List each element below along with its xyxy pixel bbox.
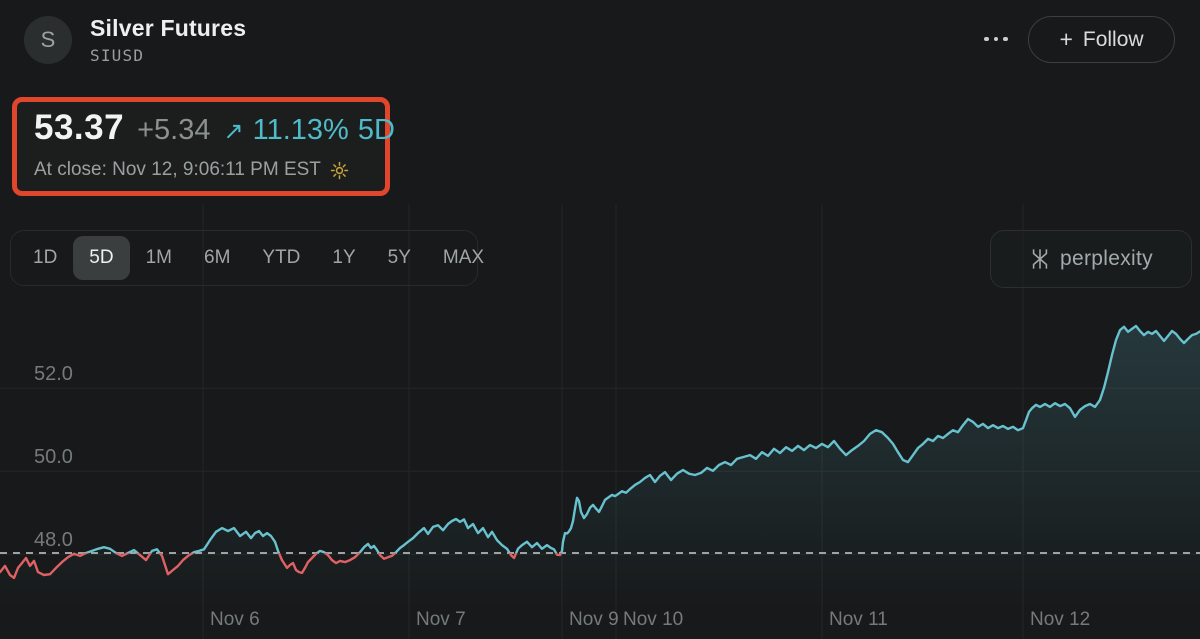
percent-change-group: ↗ 11.13% 5D <box>223 114 394 147</box>
y-axis-tick-label: 48.0 <box>34 529 73 551</box>
x-axis-tick-label: Nov 12 <box>1030 609 1090 630</box>
last-price: 53.37 <box>34 108 125 147</box>
range-tab-max[interactable]: MAX <box>442 247 485 268</box>
x-axis-tick-label: Nov 9 <box>569 609 619 630</box>
page-title: Silver Futures <box>90 15 247 41</box>
follow-label: Follow <box>1082 27 1144 51</box>
x-axis-tick-label: Nov 10 <box>623 609 683 630</box>
quote-row: 53.37 +5.34 ↗ 11.13% 5D <box>34 108 395 148</box>
range-tab-6m[interactable]: 6M <box>204 247 231 268</box>
avatar-letter: S <box>40 27 56 52</box>
range-tab-1d[interactable]: 1D <box>33 247 58 268</box>
as-of-row: At close: Nov 12, 9:06:11 PM EST <box>34 159 349 181</box>
more-options-button[interactable] <box>978 26 1014 52</box>
plus-icon: + <box>1059 26 1073 52</box>
price-line-above <box>72 324 1200 553</box>
perplexity-badge[interactable]: perplexity <box>990 230 1192 288</box>
x-axis-tick-label: Nov 11 <box>829 609 888 630</box>
ellipsis-icon <box>984 36 989 42</box>
range-toolbar: 1D 5D 1M 6M YTD 1Y 5Y MAX <box>10 230 484 286</box>
range-tab-5y[interactable]: 5Y <box>387 247 411 268</box>
x-axis-tick-label: Nov 6 <box>210 609 260 630</box>
y-axis-tick-label: 52.0 <box>34 363 73 385</box>
area-fill <box>0 326 1200 612</box>
range-tab-ytd[interactable]: YTD <box>262 247 301 268</box>
perplexity-label: perplexity <box>1060 247 1153 270</box>
range-tag: 5D <box>357 114 395 146</box>
range-tab-5d[interactable]: 5D <box>73 236 130 280</box>
range-tab-1y[interactable]: 1Y <box>332 247 356 268</box>
range-tab-1m[interactable]: 1M <box>145 247 172 268</box>
as-of-text: At close: Nov 12, 9:06:11 PM EST <box>34 159 321 180</box>
perplexity-logo-icon <box>1029 248 1051 270</box>
follow-button[interactable]: + Follow <box>1028 16 1175 63</box>
up-arrow-icon: ↗ <box>223 118 244 145</box>
x-axis-tick-label: Nov 7 <box>416 609 466 630</box>
y-axis-tick-label: 50.0 <box>34 446 73 468</box>
percent-change: 11.13% <box>252 114 349 146</box>
price-change: +5.34 <box>137 114 211 146</box>
ticker-symbol: SIUSD <box>90 46 145 65</box>
sun-icon <box>330 161 349 180</box>
avatar: S <box>24 16 72 64</box>
